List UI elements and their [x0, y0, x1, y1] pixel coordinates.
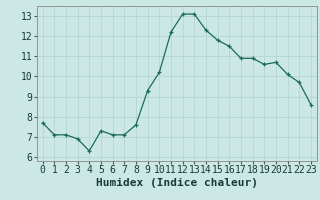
X-axis label: Humidex (Indice chaleur): Humidex (Indice chaleur)	[96, 178, 258, 188]
